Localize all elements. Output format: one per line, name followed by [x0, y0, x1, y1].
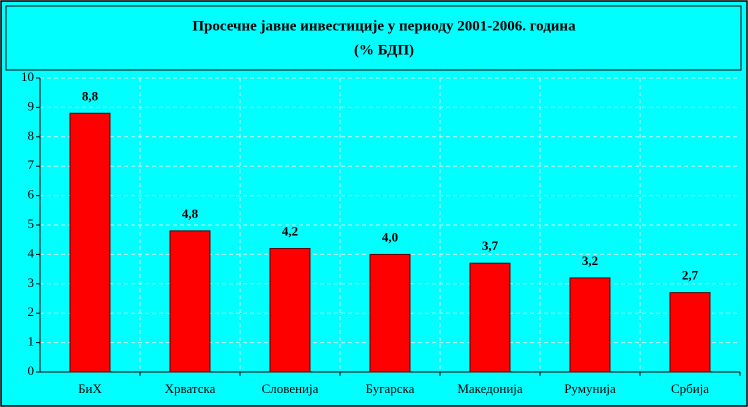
y-tick-label: 10 — [21, 69, 34, 84]
y-tick-label: 8 — [28, 128, 35, 143]
y-tick-label: 4 — [28, 245, 35, 260]
y-tick-label: 5 — [28, 216, 35, 231]
value-label: 2,7 — [682, 268, 699, 283]
x-tick-label: Бугарска — [366, 381, 415, 396]
value-label: 4,8 — [182, 206, 199, 221]
bar — [469, 262, 511, 373]
x-tick-label: Македонија — [457, 381, 523, 396]
bar — [69, 112, 111, 373]
chart-title: Просечне јавне инвестиције у периоду 200… — [192, 18, 576, 34]
chart-subtitle: (% БДП) — [354, 42, 414, 58]
y-tick-label: 1 — [28, 334, 35, 349]
y-tick-label: 9 — [28, 98, 35, 113]
y-tick-label: 3 — [28, 275, 35, 290]
bar — [269, 248, 311, 373]
bar — [669, 292, 711, 373]
bar — [569, 277, 611, 373]
bar — [169, 230, 211, 373]
y-tick-label: 2 — [28, 304, 35, 319]
x-tick-label: Словенија — [262, 381, 319, 396]
y-tick-label: 6 — [28, 187, 35, 202]
title-box — [5, 5, 742, 71]
value-label: 8,8 — [82, 88, 99, 103]
x-tick-label: Хрватска — [165, 381, 216, 396]
value-label: 3,2 — [582, 253, 598, 268]
y-tick-label: 0 — [28, 363, 35, 378]
x-tick-label: Србија — [671, 381, 709, 396]
x-tick-label: Румунија — [564, 381, 616, 396]
bar — [369, 253, 411, 373]
y-tick-label: 7 — [28, 157, 35, 172]
value-label: 4,2 — [282, 224, 298, 239]
x-tick-label: БиХ — [78, 381, 102, 396]
value-label: 4,0 — [382, 229, 398, 244]
value-label: 3,7 — [482, 238, 499, 253]
